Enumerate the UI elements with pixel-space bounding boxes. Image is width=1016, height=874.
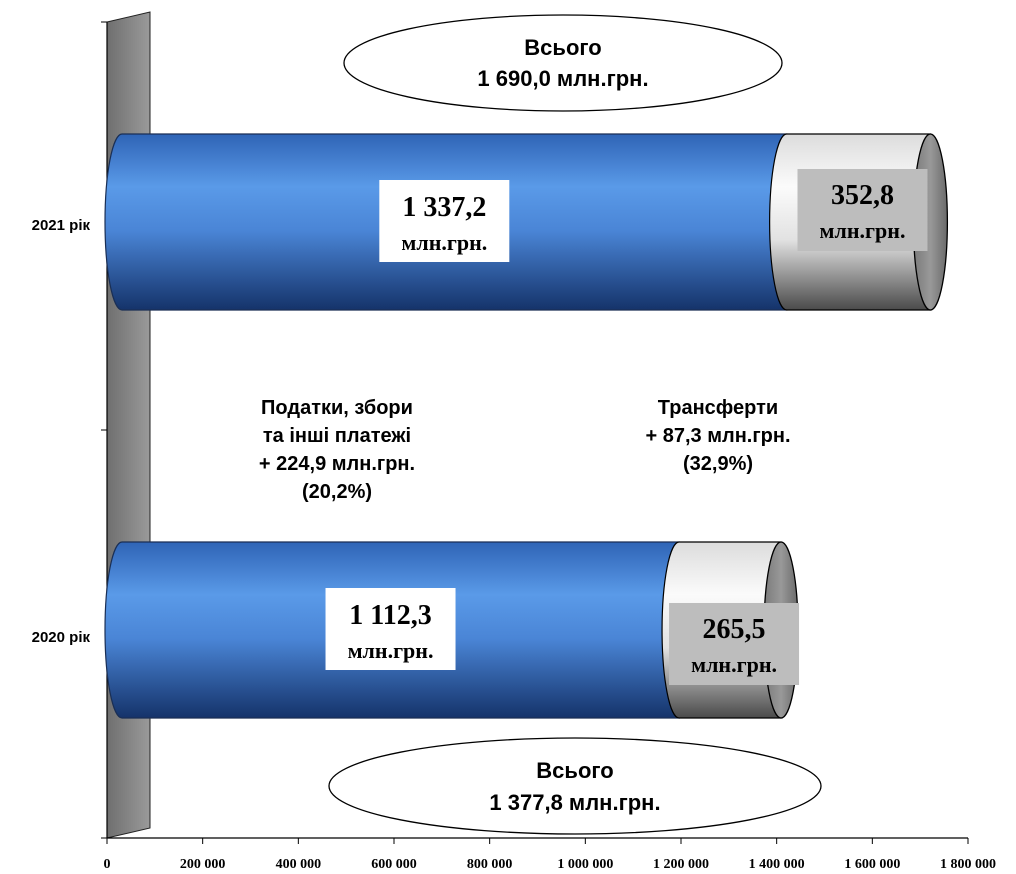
- total-2021-title: Всього: [524, 35, 601, 60]
- x-ticks: 0 200 000 400 000 600 000 800 000 1 000 000 1 …: [104, 838, 996, 872]
- bar-row: 1 112,3 млн.грн. 265,5 млн.грн.: [104, 541, 800, 719]
- x-tick-label: 200 000: [180, 857, 226, 872]
- annotation-line: Податки, збори: [261, 397, 413, 419]
- category-label-2020: 2020 рік: [32, 629, 91, 646]
- x-tick-label: 0: [104, 857, 111, 872]
- total-ellipse: [343, 14, 783, 112]
- value-label-transfers: 352,8: [831, 180, 894, 211]
- total-2021-value: 1 690,0 млн.грн.: [477, 66, 648, 91]
- total-2020-callout: Всього 1 377,8 млн.грн.: [328, 737, 822, 835]
- x-tick-label: 400 000: [276, 857, 322, 872]
- value-label-unit: млн.грн.: [820, 218, 906, 243]
- value-label-transfers: 265,5: [703, 614, 766, 645]
- value-label-unit: млн.грн.: [401, 230, 487, 255]
- x-tick-label: 600 000: [371, 857, 417, 872]
- bar-row: 1 337,2 млн.грн. 352,8 млн.грн.: [104, 133, 949, 311]
- x-tick-label: 1 800 000: [940, 857, 996, 872]
- annotation-line: + 87,3 млн.грн.: [645, 425, 790, 447]
- x-tick-label: 1 000 000: [557, 857, 613, 872]
- x-tick-label: 1 400 000: [749, 857, 805, 872]
- transfers-annotation: Трансферти + 87,3 млн.грн. (32,9%): [645, 397, 790, 475]
- annotation-line: (20,2%): [302, 481, 372, 503]
- x-tick-label: 1 600 000: [844, 857, 900, 872]
- total-2020-value: 1 377,8 млн.грн.: [489, 790, 660, 815]
- value-label-taxes: 1 112,3: [349, 600, 431, 631]
- taxes-annotation: Податки, збори та інші платежі + 224,9 м…: [259, 397, 415, 503]
- value-label-taxes: 1 337,2: [402, 192, 486, 223]
- value-label-unit: млн.грн.: [691, 652, 777, 677]
- annotation-line: (32,9%): [683, 453, 753, 475]
- total-2020-title: Всього: [536, 758, 613, 783]
- category-label-2021: 2021 рік: [32, 217, 91, 234]
- total-2021-callout: Всього 1 690,0 млн.грн.: [343, 14, 783, 112]
- total-ellipse: [328, 737, 822, 835]
- annotation-line: Трансферти: [658, 397, 778, 419]
- value-label-box: [797, 169, 928, 251]
- annotation-line: + 224,9 млн.грн.: [259, 453, 415, 475]
- x-tick-label: 1 200 000: [653, 857, 709, 872]
- value-label-box: [325, 588, 456, 670]
- annotation-line: та інші платежі: [263, 425, 411, 447]
- x-tick-label: 800 000: [467, 857, 513, 872]
- bars: 1 337,2 млн.грн. 352,8 млн.грн. 1 112,3 млн.г…: [104, 133, 949, 719]
- value-label-unit: млн.грн.: [348, 638, 434, 663]
- value-label-box: [379, 180, 510, 262]
- value-label-box: [669, 603, 800, 685]
